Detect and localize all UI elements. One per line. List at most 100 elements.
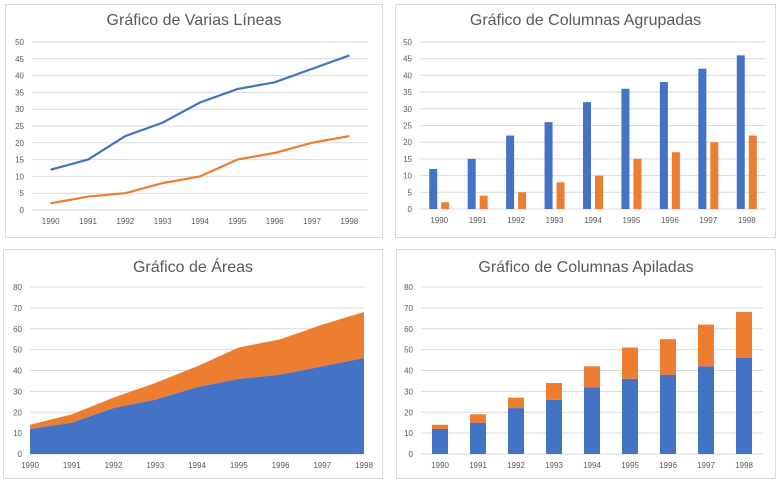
y-tick-label: 60 xyxy=(13,325,22,334)
y-tick-label: 35 xyxy=(15,88,24,97)
series-2-line xyxy=(50,134,350,205)
y-tick-label: 30 xyxy=(15,105,24,114)
x-tick-label: 1997 xyxy=(697,461,715,470)
y-tick-label: 50 xyxy=(404,346,413,355)
bar-series-1 xyxy=(622,378,638,454)
y-tick-label: 0 xyxy=(18,450,23,459)
stacked-column-chart-panel: Gráfico de Columnas Apiladas 0 10 20 30 40 50… xyxy=(396,249,776,479)
bar-series-1 xyxy=(584,387,600,454)
y-tick-label: 20 xyxy=(404,408,413,417)
bar-series-2 xyxy=(595,175,603,209)
y-tick-label: 25 xyxy=(403,122,412,131)
x-tick-label: 1992 xyxy=(105,461,123,470)
line-chart-title: Gráfico de Varias Líneas xyxy=(106,12,282,29)
y-tick-label: 10 xyxy=(13,429,22,438)
bar-series-2 xyxy=(508,397,524,409)
y-tick-label: 20 xyxy=(403,138,412,147)
y-tick-label: 40 xyxy=(404,367,413,376)
bar-series-1 xyxy=(432,428,448,454)
bar-series-1 xyxy=(660,374,676,454)
y-tick-label: 20 xyxy=(13,408,22,417)
y-tick-label: 45 xyxy=(15,55,24,64)
area-series-2 xyxy=(30,312,364,429)
y-tick-label: 45 xyxy=(403,55,412,64)
bar-series-2 xyxy=(546,383,562,400)
x-tick-label: 1996 xyxy=(266,217,284,226)
x-tick-label: 1994 xyxy=(584,216,602,225)
y-tick-label: 80 xyxy=(13,283,22,292)
x-tick-label: 1993 xyxy=(154,217,172,226)
y-tick-label: 15 xyxy=(15,156,24,165)
y-tick-label: 5 xyxy=(20,189,25,198)
x-tick-label: 1996 xyxy=(659,461,677,470)
bar-series-2 xyxy=(441,202,450,209)
bar-series-2 xyxy=(518,192,527,209)
y-tick-label: 10 xyxy=(15,172,24,181)
bar-series-1 xyxy=(546,399,562,454)
bar-series-1 xyxy=(583,102,591,209)
x-tick-label: 1995 xyxy=(228,217,246,226)
y-tick-label: 40 xyxy=(15,72,24,81)
y-tick-label: 50 xyxy=(15,38,24,47)
bar-series-2 xyxy=(479,195,488,209)
area-chart-svg: 0 10 20 30 40 50 60 70 80 1990 1991 1992 1993 1994 199… xyxy=(13,283,373,470)
bar-series-1 xyxy=(621,88,630,209)
bar-series-2 xyxy=(633,158,642,209)
y-tick-label: 10 xyxy=(404,429,413,438)
x-tick-label: 1998 xyxy=(355,461,373,470)
x-tick-label: 1993 xyxy=(546,216,564,225)
y-tick-label: 80 xyxy=(404,283,413,292)
y-tick-label: 40 xyxy=(13,367,22,376)
y-tick-label: 25 xyxy=(15,122,24,131)
y-tick-label: 70 xyxy=(13,304,22,313)
x-tick-label: 1994 xyxy=(583,461,601,470)
area-chart-title: Gráfico de Áreas xyxy=(132,259,254,276)
x-tick-label: 1995 xyxy=(623,216,641,225)
y-tick-label: 20 xyxy=(15,139,24,148)
bar-series-2 xyxy=(671,152,680,209)
x-tick-label: 1997 xyxy=(303,217,321,226)
x-tick-label: 1990 xyxy=(42,217,60,226)
y-tick-label: 15 xyxy=(403,155,412,164)
y-tick-label: 35 xyxy=(403,88,412,97)
bar-series-1 xyxy=(470,422,486,454)
clustered-column-chart-panel: Gráfico de Columnas Agrupadas 0 5 10 15 20 25… xyxy=(395,4,776,238)
y-tick-label: 5 xyxy=(408,188,413,197)
x-tick-label: 1996 xyxy=(272,461,290,470)
area-chart-panel: Gráfico de Áreas 0 10 20 30 40 50 60 70 80 1990 19… xyxy=(3,249,383,479)
bar-series-1 xyxy=(506,135,515,209)
clustered-column-chart-svg: 0 5 10 15 20 25 30 35 40 45 50 1990 1991 1992 1993 1994… xyxy=(403,38,766,225)
bar-series-1 xyxy=(698,366,714,454)
bar-series-2 xyxy=(736,312,752,358)
bar-series-1 xyxy=(698,68,707,209)
bar-series-1 xyxy=(467,158,476,209)
y-tick-label: 30 xyxy=(403,105,412,114)
x-tick-label: 1998 xyxy=(738,216,756,225)
x-tick-label: 1992 xyxy=(507,461,525,470)
bar-series-1 xyxy=(736,55,745,209)
y-tick-label: 50 xyxy=(13,346,22,355)
bar-series-1 xyxy=(429,168,438,209)
x-tick-label: 1994 xyxy=(188,461,206,470)
x-tick-label: 1990 xyxy=(21,461,39,470)
bar-series-2 xyxy=(470,414,486,423)
bar-series-2 xyxy=(748,135,757,209)
y-tick-label: 50 xyxy=(403,38,412,47)
x-tick-label: 1993 xyxy=(146,461,164,470)
x-tick-label: 1992 xyxy=(116,217,134,226)
bar-series-1 xyxy=(659,82,668,209)
stacked-column-chart-title: Gráfico de Columnas Apiladas xyxy=(478,259,694,276)
bar-series-2 xyxy=(556,182,565,209)
x-tick-label: 1995 xyxy=(230,461,248,470)
area-series-1 xyxy=(30,357,364,454)
series-1-line xyxy=(50,54,350,171)
y-tick-label: 30 xyxy=(404,387,413,396)
y-tick-label: 0 xyxy=(408,205,413,214)
x-tick-label: 1992 xyxy=(507,216,525,225)
x-tick-label: 1995 xyxy=(621,461,639,470)
y-tick-label: 60 xyxy=(404,325,413,334)
x-tick-label: 1994 xyxy=(191,217,209,226)
bar-series-2 xyxy=(432,424,448,429)
x-tick-label: 1998 xyxy=(735,461,753,470)
line-chart-svg: 0 5 10 15 20 25 30 35 40 45 50 1990 1991 1992 1993 1994… xyxy=(15,38,368,226)
